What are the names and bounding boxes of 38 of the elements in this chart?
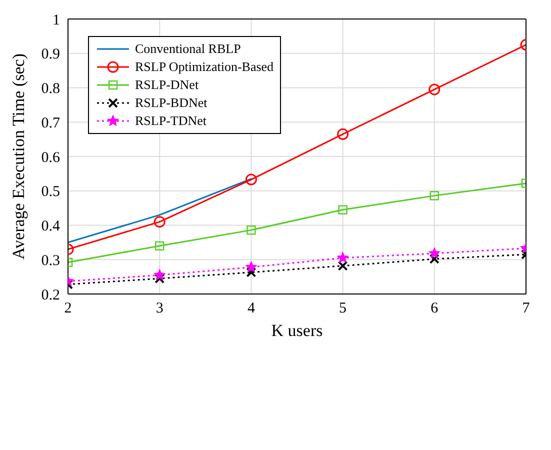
y-tick-label: 0.5 xyxy=(41,184,60,200)
y-axis-title: Average Execution Time (sec) xyxy=(9,54,28,260)
legend-label: RSLP-BDNet xyxy=(135,95,208,111)
point xyxy=(246,225,256,235)
point xyxy=(430,191,439,200)
y-tick-label: 0.4 xyxy=(41,218,60,235)
point xyxy=(245,174,257,186)
y-tick-label: 0.6 xyxy=(41,150,60,166)
point xyxy=(428,84,440,96)
point xyxy=(428,247,440,259)
point xyxy=(429,254,440,264)
legend-label: Conventional RBLP xyxy=(135,41,241,57)
point xyxy=(154,216,166,228)
x-tick-label: 5 xyxy=(339,300,347,317)
y-tick-label: 0.3 xyxy=(41,252,60,269)
y-tick-label: 0.7 xyxy=(41,115,60,132)
y-tick-label: 1 xyxy=(52,12,60,28)
legend-label: RSLP-DNet xyxy=(135,77,199,93)
x-tick-label: 6 xyxy=(430,300,439,317)
y-tick-label: 0.2 xyxy=(41,287,60,304)
y-tick-label: 0.8 xyxy=(41,81,60,98)
point xyxy=(154,268,166,280)
point xyxy=(246,267,256,278)
legend-label: RSLP Optimization-Based xyxy=(135,59,274,75)
y-tick-label: 0.9 xyxy=(41,46,60,63)
point xyxy=(337,128,349,140)
x-tick-label: 3 xyxy=(156,300,164,317)
legend-label: RSLP-TDNet xyxy=(135,113,206,129)
point xyxy=(338,205,348,214)
x-axis-title: K users xyxy=(271,321,323,340)
point xyxy=(155,241,164,250)
point xyxy=(338,260,348,271)
point xyxy=(336,252,349,264)
x-tick-label: 2 xyxy=(64,300,72,317)
x-tick-label: 4 xyxy=(247,300,256,317)
point xyxy=(245,260,258,272)
point xyxy=(154,274,165,284)
x-tick-label: 7 xyxy=(522,300,530,317)
